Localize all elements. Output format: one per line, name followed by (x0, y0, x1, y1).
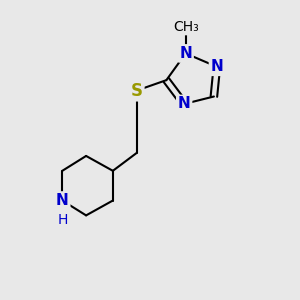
Text: CH₃: CH₃ (173, 20, 199, 34)
Text: S: S (130, 82, 142, 100)
Text: N: N (211, 59, 223, 74)
Text: N: N (179, 46, 192, 61)
Text: H: H (57, 213, 68, 227)
Text: N: N (56, 193, 69, 208)
Text: N: N (178, 96, 190, 111)
